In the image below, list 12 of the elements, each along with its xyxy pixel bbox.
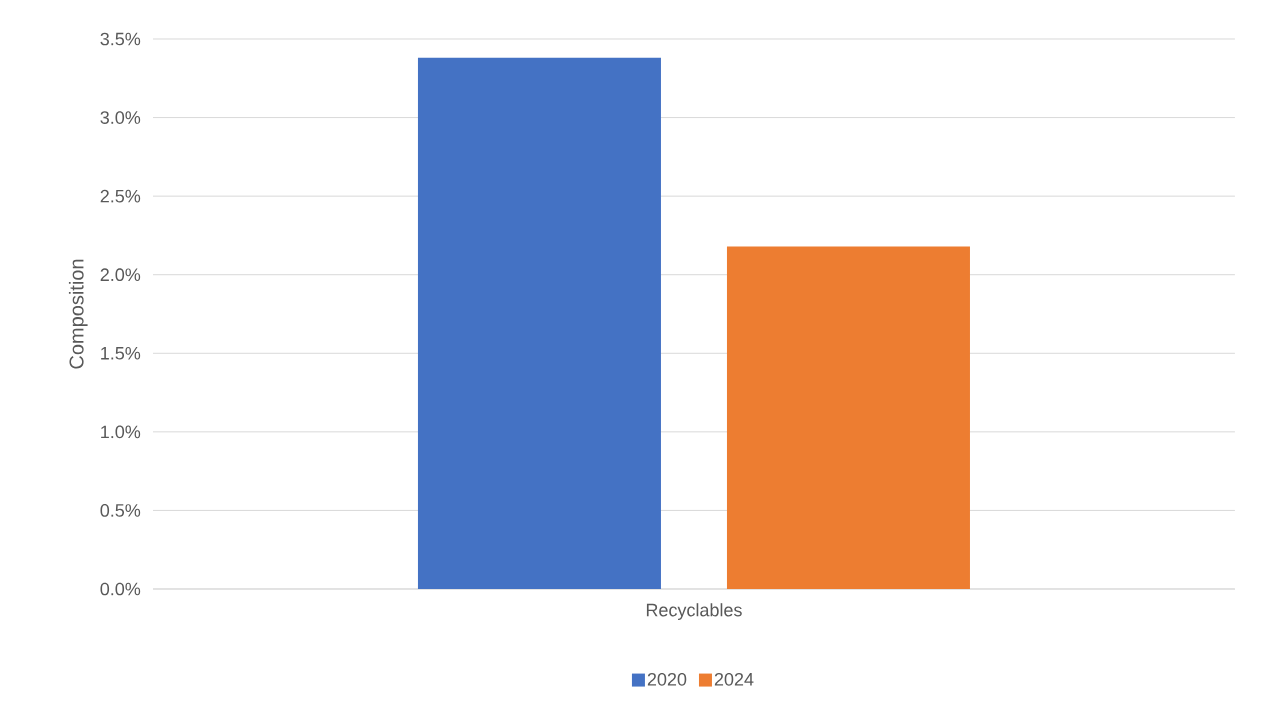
y-tick-label: 1.5% (101, 346, 141, 360)
y-tick-label: 0.5% (100, 504, 141, 517)
legend-label: 2024 (714, 672, 754, 686)
legend-label: 2020 (647, 672, 687, 686)
y-tick-label: 2.0% (100, 268, 141, 282)
x-tick-label: Recyclables (646, 603, 742, 620)
y-tick-label: 3.0% (100, 111, 141, 124)
y-tick-label: 3.5% (100, 32, 141, 46)
y-tick-label: 0.0% (100, 582, 141, 596)
y-tick-label: 1.0% (101, 425, 141, 439)
y-axis-title: Composition (68, 259, 88, 369)
y-tick-label: 2.5% (100, 189, 141, 203)
